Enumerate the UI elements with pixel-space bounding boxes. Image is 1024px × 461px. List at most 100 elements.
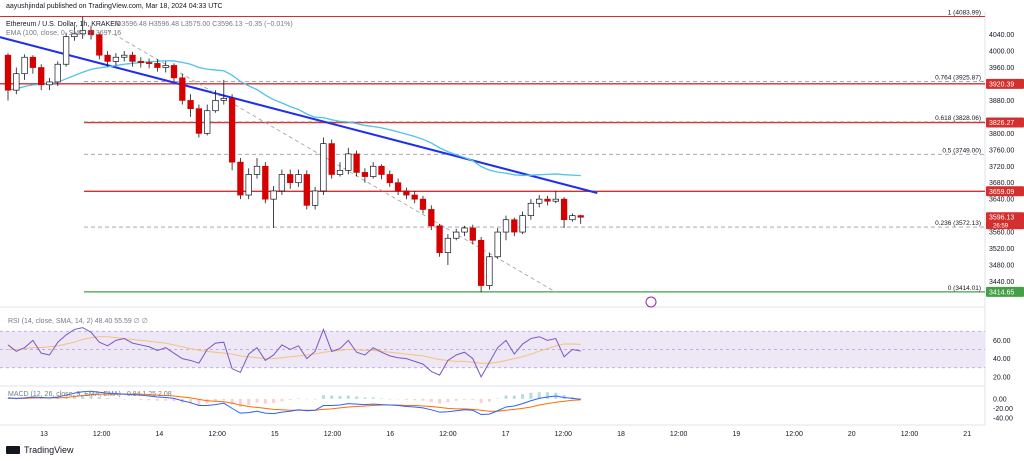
y-tick-label: 4040.00: [989, 32, 1014, 39]
candle-body: [436, 225, 443, 253]
price-badge: 3414.65: [986, 286, 1024, 297]
macd-histogram-bar: [139, 398, 143, 400]
macd-histogram-bar: [463, 398, 466, 400]
candle-body: [262, 165, 269, 200]
price-badge-text: 3414.65: [989, 289, 1014, 296]
y-tick-label: 3800.00: [989, 131, 1014, 138]
candle-body: [179, 77, 186, 101]
macd-histogram-bar: [106, 397, 110, 399]
fib-level-label: 0.618 (3828.06): [935, 115, 981, 122]
macd-histogram-bar: [313, 398, 317, 400]
x-tick-label: 12:00: [208, 431, 226, 438]
candle-body: [502, 219, 510, 233]
candle-body: [494, 231, 501, 258]
macd-histogram-bar: [355, 396, 359, 399]
fib-level-label: 0.764 (3925.87): [935, 75, 981, 82]
candle-body: [162, 65, 169, 68]
rsi-tick-label: 40.00: [993, 356, 1011, 363]
macd-histogram-bar: [164, 398, 168, 401]
macd-histogram-bar: [214, 398, 217, 403]
macd-y-axis: 0.00 -20.00 -40.00: [993, 396, 1013, 422]
price-badge: 3920.39: [986, 78, 1024, 89]
candle-body: [536, 198, 543, 204]
macd-histogram-bar: [222, 398, 226, 401]
macd-histogram-bar: [172, 398, 176, 402]
candle-body: [253, 165, 261, 175]
price-badge-text: 3596.13: [989, 215, 1014, 222]
macd-histogram-bar: [429, 398, 433, 403]
price-badge-bg: [986, 286, 1024, 297]
rsi-legend[interactable]: RSI (14, close, SMA, 14, 2) 48.40 55.59 …: [8, 318, 148, 325]
macd-histogram-bar: [537, 392, 541, 399]
macd-histogram-bar: [438, 398, 442, 404]
price-badge-countdown: 26:59: [993, 224, 1009, 230]
candle-body: [112, 56, 120, 62]
candle-body: [145, 62, 153, 64]
candle-body: [378, 165, 385, 175]
candle-body: [469, 227, 476, 241]
x-tick-label: 12:00: [324, 431, 342, 438]
rsi-signal-line: [8, 336, 581, 364]
candle-body: [361, 172, 369, 177]
macd-histogram-bar: [247, 398, 251, 406]
macd-line: [7, 390, 581, 416]
x-tick-label: 12:00: [439, 431, 457, 438]
x-axis: 13 12:00 14 12:00 15 12:00 16 12:00 17 12:00 18 12:…: [40, 431, 971, 438]
macd-histogram-bar: [404, 398, 408, 400]
candle-body: [311, 190, 319, 206]
candle-body: [54, 63, 61, 83]
candle-body: [4, 54, 12, 91]
candle-body: [320, 143, 327, 192]
candle-body: [96, 34, 103, 56]
x-tick-label: 12:00: [901, 431, 919, 438]
price-badge: 3826.27: [986, 117, 1024, 128]
macd-histogram-bar: [338, 396, 342, 399]
x-tick-label: 13: [40, 431, 48, 438]
footer-brand[interactable]: TradingView: [6, 445, 74, 455]
y-tick-label: 3480.00: [989, 262, 1014, 269]
ema-legend[interactable]: EMA (100, close, 0, SMA, 9) 3697.16: [6, 30, 122, 37]
candle-body: [411, 194, 418, 200]
candle-body: [287, 174, 294, 184]
macd-histogram-bar: [346, 395, 350, 399]
macd-histogram-bar: [72, 395, 76, 399]
macd-histogram-bar: [504, 395, 508, 399]
macd-histogram-bar: [471, 398, 475, 400]
macd-histogram-bar: [97, 396, 101, 399]
y-tick-label: 3680.00: [989, 180, 1014, 187]
macd-histogram-bar: [288, 398, 292, 400]
published-by: aayushjindal published on TradingView.co…: [6, 3, 223, 10]
macd-histogram-bar: [255, 398, 259, 403]
x-tick-label: 20: [848, 431, 856, 438]
candle-body: [46, 81, 53, 86]
candle-body: [278, 174, 286, 192]
x-tick-label: 18: [617, 431, 625, 438]
macd-histogram-bar: [529, 392, 533, 399]
macd-histogram-bar: [155, 398, 159, 401]
candle-body: [345, 153, 352, 171]
candle-body: [129, 54, 136, 62]
price-badge: 3596.13 26:59: [986, 212, 1024, 230]
x-tick-label: 12:00: [93, 431, 111, 438]
macd-legend[interactable]: MACD (12, 26, close, 9, EMA, EMA) −0.84 …: [8, 391, 172, 398]
candle-body: [204, 110, 211, 134]
macd-histogram-bar: [189, 398, 193, 404]
tradingview-logo-icon: [6, 446, 20, 454]
ohlc-readout: O3596.48 H3596.48 L3575.00 C3596.13 −0.3…: [116, 21, 293, 28]
x-tick-label: 12:00: [670, 431, 688, 438]
candle-body: [511, 219, 518, 233]
candle-body: [137, 61, 144, 63]
macd-histogram-bar: [454, 398, 458, 401]
candle-body: [62, 36, 70, 65]
macd-histogram-bar: [579, 398, 583, 399]
macd-histogram-bar: [280, 398, 284, 402]
macd-histogram-bar: [380, 398, 383, 399]
candle-body: [154, 63, 161, 68]
macd-histogram-bar: [363, 397, 367, 399]
macd-tick-label: 0.00: [993, 396, 1007, 403]
candle-body: [220, 98, 227, 101]
price-badge-text: 3920.39: [989, 81, 1014, 88]
macd-histogram-bar: [122, 398, 126, 400]
candle-body: [394, 182, 402, 192]
